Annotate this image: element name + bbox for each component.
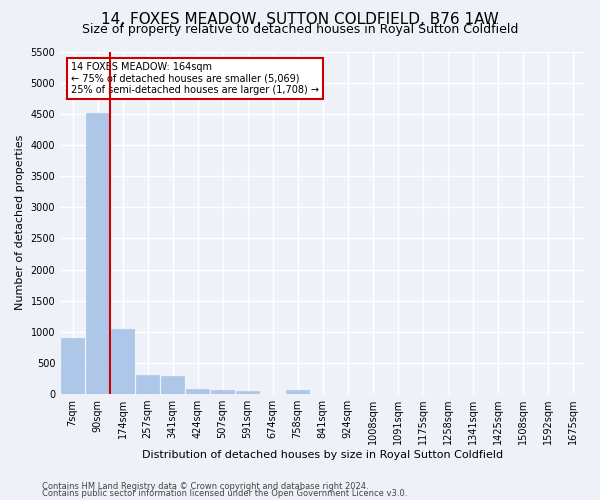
Text: 14 FOXES MEADOW: 164sqm
← 75% of detached houses are smaller (5,069)
25% of semi: 14 FOXES MEADOW: 164sqm ← 75% of detache…	[71, 62, 319, 95]
Bar	[236, 391, 259, 394]
Bar	[286, 390, 309, 394]
Y-axis label: Number of detached properties: Number of detached properties	[15, 135, 25, 310]
Text: 14, FOXES MEADOW, SUTTON COLDFIELD, B76 1AW: 14, FOXES MEADOW, SUTTON COLDFIELD, B76 …	[101, 12, 499, 28]
X-axis label: Distribution of detached houses by size in Royal Sutton Coldfield: Distribution of detached houses by size …	[142, 450, 503, 460]
Bar	[112, 328, 134, 394]
Bar	[187, 389, 209, 394]
Text: Contains public sector information licensed under the Open Government Licence v3: Contains public sector information licen…	[42, 489, 407, 498]
Bar	[86, 112, 109, 394]
Text: Size of property relative to detached houses in Royal Sutton Coldfield: Size of property relative to detached ho…	[82, 22, 518, 36]
Text: Contains HM Land Registry data © Crown copyright and database right 2024.: Contains HM Land Registry data © Crown c…	[42, 482, 368, 491]
Bar	[136, 376, 159, 394]
Bar	[161, 376, 184, 394]
Bar	[211, 390, 234, 394]
Bar	[61, 338, 84, 394]
